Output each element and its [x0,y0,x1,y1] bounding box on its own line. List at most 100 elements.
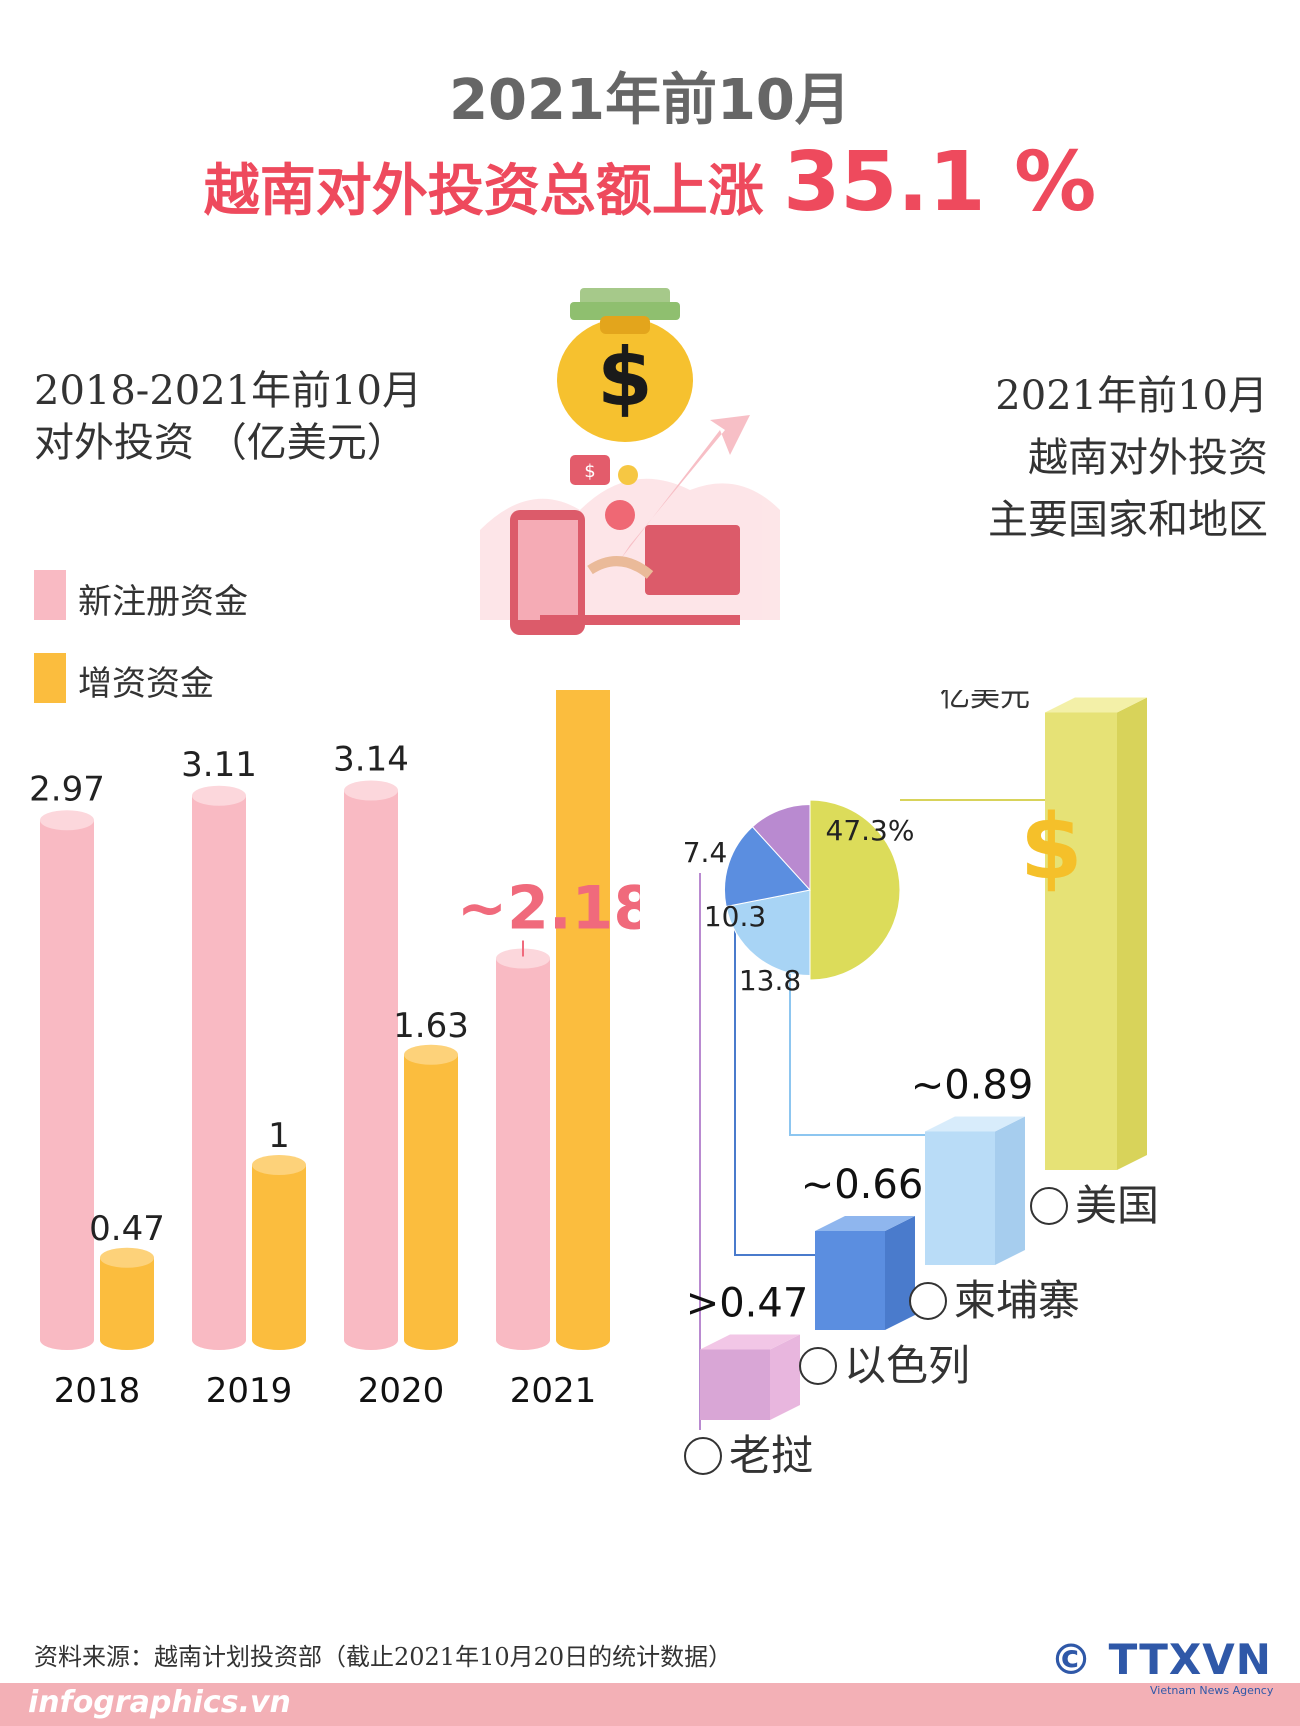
money-bag-icon: $ [557,288,693,442]
header-main-text: 越南对外投资总额上涨 [203,159,764,224]
connector-lines [699,799,1050,1430]
bar-add-2019-top [252,1155,306,1175]
label-new-2021: ~2.18 [457,874,640,944]
bar-new-2019-base [192,1330,246,1350]
bar-top-老挝 [700,1334,800,1350]
pie-label-美国: 47.3% [826,814,915,847]
bar-add-2020-base [404,1330,458,1350]
bar-add-2020 [404,1044,458,1350]
bar-new-2019-body [192,795,246,1340]
bar-value-以色列: ~0.66 [801,1162,924,1208]
label-new-2020: 3.14 [333,740,409,780]
flag-icon-老挝 [684,1437,722,1475]
left-year-labels: 2018 2019 2020 2021 [54,1371,597,1411]
label-add-2019: 1 [268,1116,290,1156]
website-link[interactable]: infographics.vn [28,1685,291,1720]
country-name-柬埔寨: 柬埔寨 [954,1276,1080,1325]
label-new-2019: 3.11 [181,745,257,785]
bar-new-2021 [496,948,550,1350]
agency-logo: © TTXVN [1050,1635,1272,1684]
bar-new-2018-base [40,1330,94,1350]
bar-new-2019 [192,785,246,1350]
unit-label: 亿美元 [940,690,1030,714]
bar-new-2018-top [40,810,94,831]
svg-text:$: $ [584,461,595,482]
bar-side-老挝 [770,1334,800,1420]
pie-slice-柬埔寨 [725,889,811,977]
bar-add-2021-body [556,690,610,1340]
bar-top-以色列 [815,1216,915,1231]
bar-add-2018-top [100,1247,154,1268]
bar-side-以色列 [885,1216,915,1330]
label-add-2018: 0.47 [89,1209,165,1249]
label-add-2020: 1.63 [393,1006,469,1046]
bar-add-2018 [100,1247,154,1350]
bar-new-2020-body [344,790,398,1340]
bar-new-2019-top [192,785,246,806]
source-note: 资料来源：越南计划投资部（截止2021年10月20日的统计数据） [34,1643,733,1671]
dollar-icon: $ [1020,795,1083,900]
investment-illustration: $ $ [480,288,780,635]
pie-slice-老挝 [751,803,811,892]
header-main-percent: 35.1 % [783,135,1097,230]
bar-new-2021-top [496,948,550,969]
label-new-2018: 2.97 [29,769,105,809]
year-label-2020: 2020 [358,1371,445,1411]
pie-slice-美国 [809,799,901,981]
connector-israel [734,920,815,1256]
bar-new-2020-top [344,780,398,801]
right-title-line1: 2021年前10月 [995,373,1268,419]
bar-new-2020-base [344,1330,398,1350]
left-title-line1: 2018-2021年前10月 [34,368,423,414]
bar-add-2018-base [100,1330,154,1350]
bar-new-2018 [40,810,94,1350]
right-chart-title: 2021年前10月 越南对外投资 主要国家和地区 [988,365,1268,551]
right-title-line3: 主要国家和地区 [988,497,1268,543]
bar-add-2019-body [252,1165,306,1340]
country-name-老挝: 老挝 [729,1431,813,1480]
bar-new-2021-body [496,958,550,1340]
bar-new-2021-base [496,1330,550,1350]
agency-subtitle: Vietnam News Agency [1150,1684,1274,1697]
left-bars-group [40,690,610,1350]
flag-icon-以色列 [799,1347,837,1385]
bar-side-柬埔寨 [995,1116,1025,1265]
legend-swatch-new [34,570,66,620]
bar-value-柬埔寨: ~0.89 [911,1063,1034,1109]
bar-add-2020-top [404,1044,458,1065]
bar-add-2019-base [252,1330,306,1350]
flag-icon-美国 [1030,1187,1068,1225]
bar-add-2021 [556,690,610,1350]
svg-text:$: $ [597,331,653,424]
left-title-line2: 对外投资 （亿美元） [34,420,407,466]
bar-front-老挝 [700,1349,770,1420]
country-bars [700,697,1147,1420]
right-country-chart: 47.3% 7.4 10.3 13.8 >0.47 老挝 ~0.66 以色列 ~0.89 柬埔寨… [683,690,1159,1480]
bar-add-2019 [252,1155,306,1350]
left-chart-title: 2018-2021年前10月 对外投资 （亿美元） [34,365,422,469]
bar-top-柬埔寨 [925,1116,1025,1132]
bar-value-老挝: >0.47 [686,1281,809,1327]
pie-slice-以色列 [724,826,811,908]
legend-swatch-add [34,653,66,703]
flag-icon-柬埔寨 [909,1282,947,1320]
bar-side-美国 [1117,697,1147,1170]
pie-label-柬埔寨: 13.8 [739,964,801,997]
bar-老挝 [700,1334,800,1420]
bar-add-2021-base [556,1330,610,1350]
bar-front-以色列 [815,1231,885,1330]
bar-add-2020-body [404,1054,458,1340]
year-label-2018: 2018 [54,1371,141,1411]
bar-柬埔寨 [925,1116,1025,1265]
share-pie-chart: 47.3% 7.4 10.3 13.8 [683,799,915,997]
bar-new-2020 [344,780,398,1350]
bar-美国 [1045,697,1147,1170]
legend-label-add: 增资资金 [78,664,214,704]
country-name-美国: 美国 [1075,1181,1159,1230]
bar-top-美国 [1045,697,1147,713]
right-title-line2: 越南对外投资 [1028,435,1268,481]
connector-cambodia [789,970,925,1136]
pie-label-以色列: 10.3 [704,900,766,933]
